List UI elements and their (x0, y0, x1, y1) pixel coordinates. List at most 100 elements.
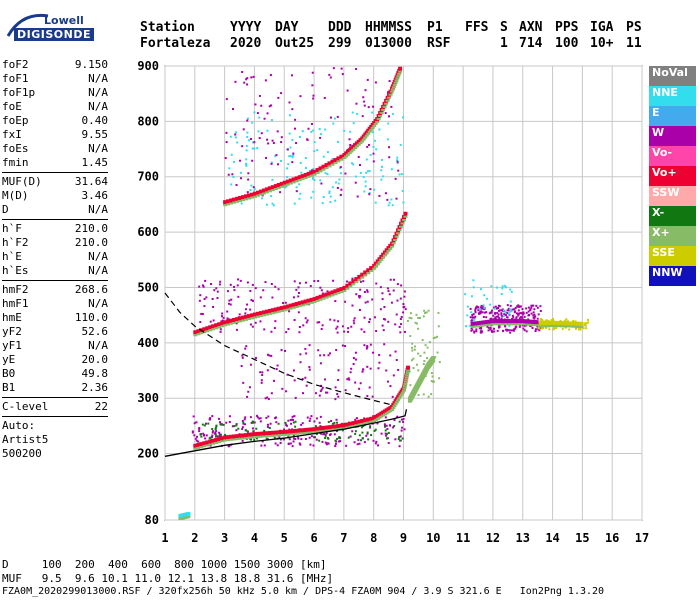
echo-dot (384, 429, 387, 432)
trace-point-x (223, 439, 228, 442)
echo-dot (387, 204, 390, 207)
param-value: 110.0 (74, 311, 108, 324)
trace-point (223, 320, 228, 325)
echo-dot (384, 192, 387, 195)
echo-dot (292, 152, 295, 155)
echo-dot (358, 295, 361, 298)
echo-dot (324, 391, 327, 394)
trace-point (339, 287, 344, 292)
echo-dot (376, 422, 379, 425)
echo-dot (398, 436, 401, 439)
header-value-10: 11 (626, 36, 642, 51)
echo-dot (337, 140, 340, 143)
echo-dot (228, 421, 231, 424)
trace-point (309, 297, 314, 302)
echo-dot (290, 422, 293, 425)
footer-file-line: FZA0M_2020299013000.RSF / 320fx256h 50 k… (2, 586, 605, 597)
echo-dot (383, 423, 386, 426)
echo-dot (234, 136, 237, 139)
echo-dot (496, 311, 499, 314)
trace-point (472, 321, 477, 326)
trace-point-x (366, 421, 371, 424)
echo-dot (207, 422, 210, 425)
echo-dot (396, 299, 399, 302)
echo-dot (399, 143, 402, 146)
echo-dot (398, 173, 401, 176)
echo-dot (251, 299, 254, 302)
echo-dot (327, 420, 330, 423)
echo-dot (291, 161, 294, 164)
echo-dot (288, 114, 291, 117)
echo-dot (251, 427, 254, 430)
echo-dot (328, 192, 331, 195)
echo-dot (478, 308, 481, 311)
param-separator (2, 280, 108, 281)
trace-point-x (273, 434, 278, 437)
x-tick-label: 15 (575, 531, 589, 545)
echo-dot (417, 327, 420, 330)
trace-point-x (273, 188, 278, 191)
echo-dot (198, 285, 201, 288)
echo-dot (539, 305, 542, 308)
echo-dot (506, 304, 509, 307)
trace-point-x (357, 278, 362, 281)
trace-point-x (214, 441, 219, 444)
echo-dot (199, 294, 202, 297)
param-label: hmE (2, 311, 22, 324)
trace-point-x (324, 167, 329, 170)
trace-point-x (390, 88, 395, 91)
trace-point-x (327, 295, 332, 298)
echo-dot (285, 423, 288, 426)
trace-point-x (376, 118, 381, 121)
echo-dot (471, 328, 474, 331)
trace-point-x (412, 392, 417, 395)
legend-item-noval: NoVal (649, 66, 696, 86)
trace-point (276, 306, 281, 311)
echo-dot (282, 301, 285, 304)
echo-dot (249, 323, 252, 326)
echo-dot (363, 291, 366, 294)
trace-point (252, 191, 257, 196)
trace-point-x (418, 380, 423, 383)
echo-dot (319, 425, 322, 428)
echo-dot (500, 292, 503, 295)
trace-point (342, 423, 347, 428)
echo-dot (326, 436, 329, 439)
echo-dot (383, 425, 386, 428)
echo-dot (375, 148, 378, 151)
echo-dot (391, 395, 394, 398)
trace-point (297, 428, 302, 433)
trace-point (478, 320, 483, 325)
echo-dot (411, 342, 414, 345)
trace-point-x (252, 316, 257, 319)
trace-point-x (294, 432, 299, 435)
trace-point (229, 198, 234, 203)
param-row-clevel: C-level 22 (2, 400, 108, 414)
echo-dot (265, 156, 268, 159)
echo-dot (365, 434, 368, 437)
trace-point-x (336, 292, 341, 295)
echo-dot (300, 171, 303, 174)
trace-point-x (193, 334, 198, 337)
echo-dot (201, 423, 204, 426)
trace-point (205, 440, 210, 445)
echo-dot (251, 159, 254, 162)
echo-dot (501, 315, 504, 318)
echo-dot (492, 314, 495, 317)
echo-dot (530, 312, 533, 315)
trace-point (229, 434, 234, 439)
trace-point (267, 431, 272, 436)
echo-dot (397, 438, 400, 441)
echo-dot (292, 440, 295, 443)
echo-dot (228, 415, 231, 418)
trace-point-x (404, 378, 409, 381)
echo-dot (215, 430, 218, 433)
echo-dot (233, 425, 236, 428)
trace-point (300, 300, 305, 305)
echo-dot (344, 389, 347, 392)
echo-dot (280, 136, 283, 139)
trace-point-x (232, 321, 237, 324)
echo-dot (268, 354, 271, 357)
echo-dot (287, 328, 290, 331)
echo-dot (274, 417, 277, 420)
